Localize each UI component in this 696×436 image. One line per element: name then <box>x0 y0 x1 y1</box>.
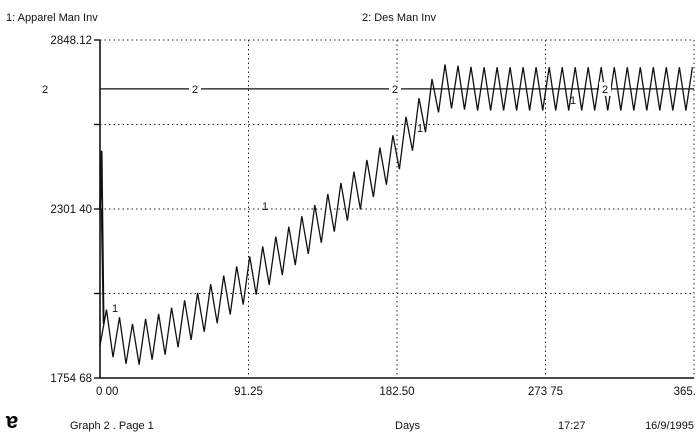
labels-layer: 2 2 2 2 1 1 1 1 1: Apparel Man Inv 2: Des Man Inv… <box>6 12 696 432</box>
footer-time: 17:27 <box>558 420 586 432</box>
series-1-marker: 1 <box>570 95 576 107</box>
lock-icon[interactable]: ɐ <box>5 408 18 433</box>
x-tick-label: 91.25 <box>234 386 263 398</box>
x-tick-label: 273 75 <box>528 386 563 398</box>
legend-series-2: 2: Des Man Inv <box>362 12 436 24</box>
series-1-marker: 1 <box>112 303 118 315</box>
series-2-marker: 2 <box>602 84 608 96</box>
legend-series-1: 1: Apparel Man Inv <box>6 12 98 24</box>
y-tick-label: 1754 68 <box>50 373 92 385</box>
series-2-marker: 2 <box>392 84 398 96</box>
series-2-marker: 2 <box>42 84 48 96</box>
series-1-initial-spike <box>99 150 105 324</box>
y-tick-label: 2301 40 <box>50 204 92 216</box>
series-2-marker-bg <box>599 81 611 96</box>
series-2-marker-bg <box>389 81 401 96</box>
series-1-marker: 1 <box>262 201 268 213</box>
series-2-marker-bg <box>189 81 201 96</box>
series-1-line <box>99 64 694 365</box>
series-1-marker: 1 <box>417 123 423 135</box>
y-tick-label: 2848.12 <box>50 35 92 47</box>
footer-graph-label: Graph 2 . Page 1 <box>70 420 154 432</box>
series-2-marker: 2 <box>192 84 198 96</box>
x-axis-label: Days <box>395 420 421 432</box>
x-tick-label: 182.50 <box>379 386 414 398</box>
x-tick-label: 0 00 <box>96 386 118 398</box>
footer-date: 16/9/1995 <box>645 420 694 432</box>
series-2-marker-bg <box>39 81 51 96</box>
x-tick-label: 365. <box>674 386 696 398</box>
